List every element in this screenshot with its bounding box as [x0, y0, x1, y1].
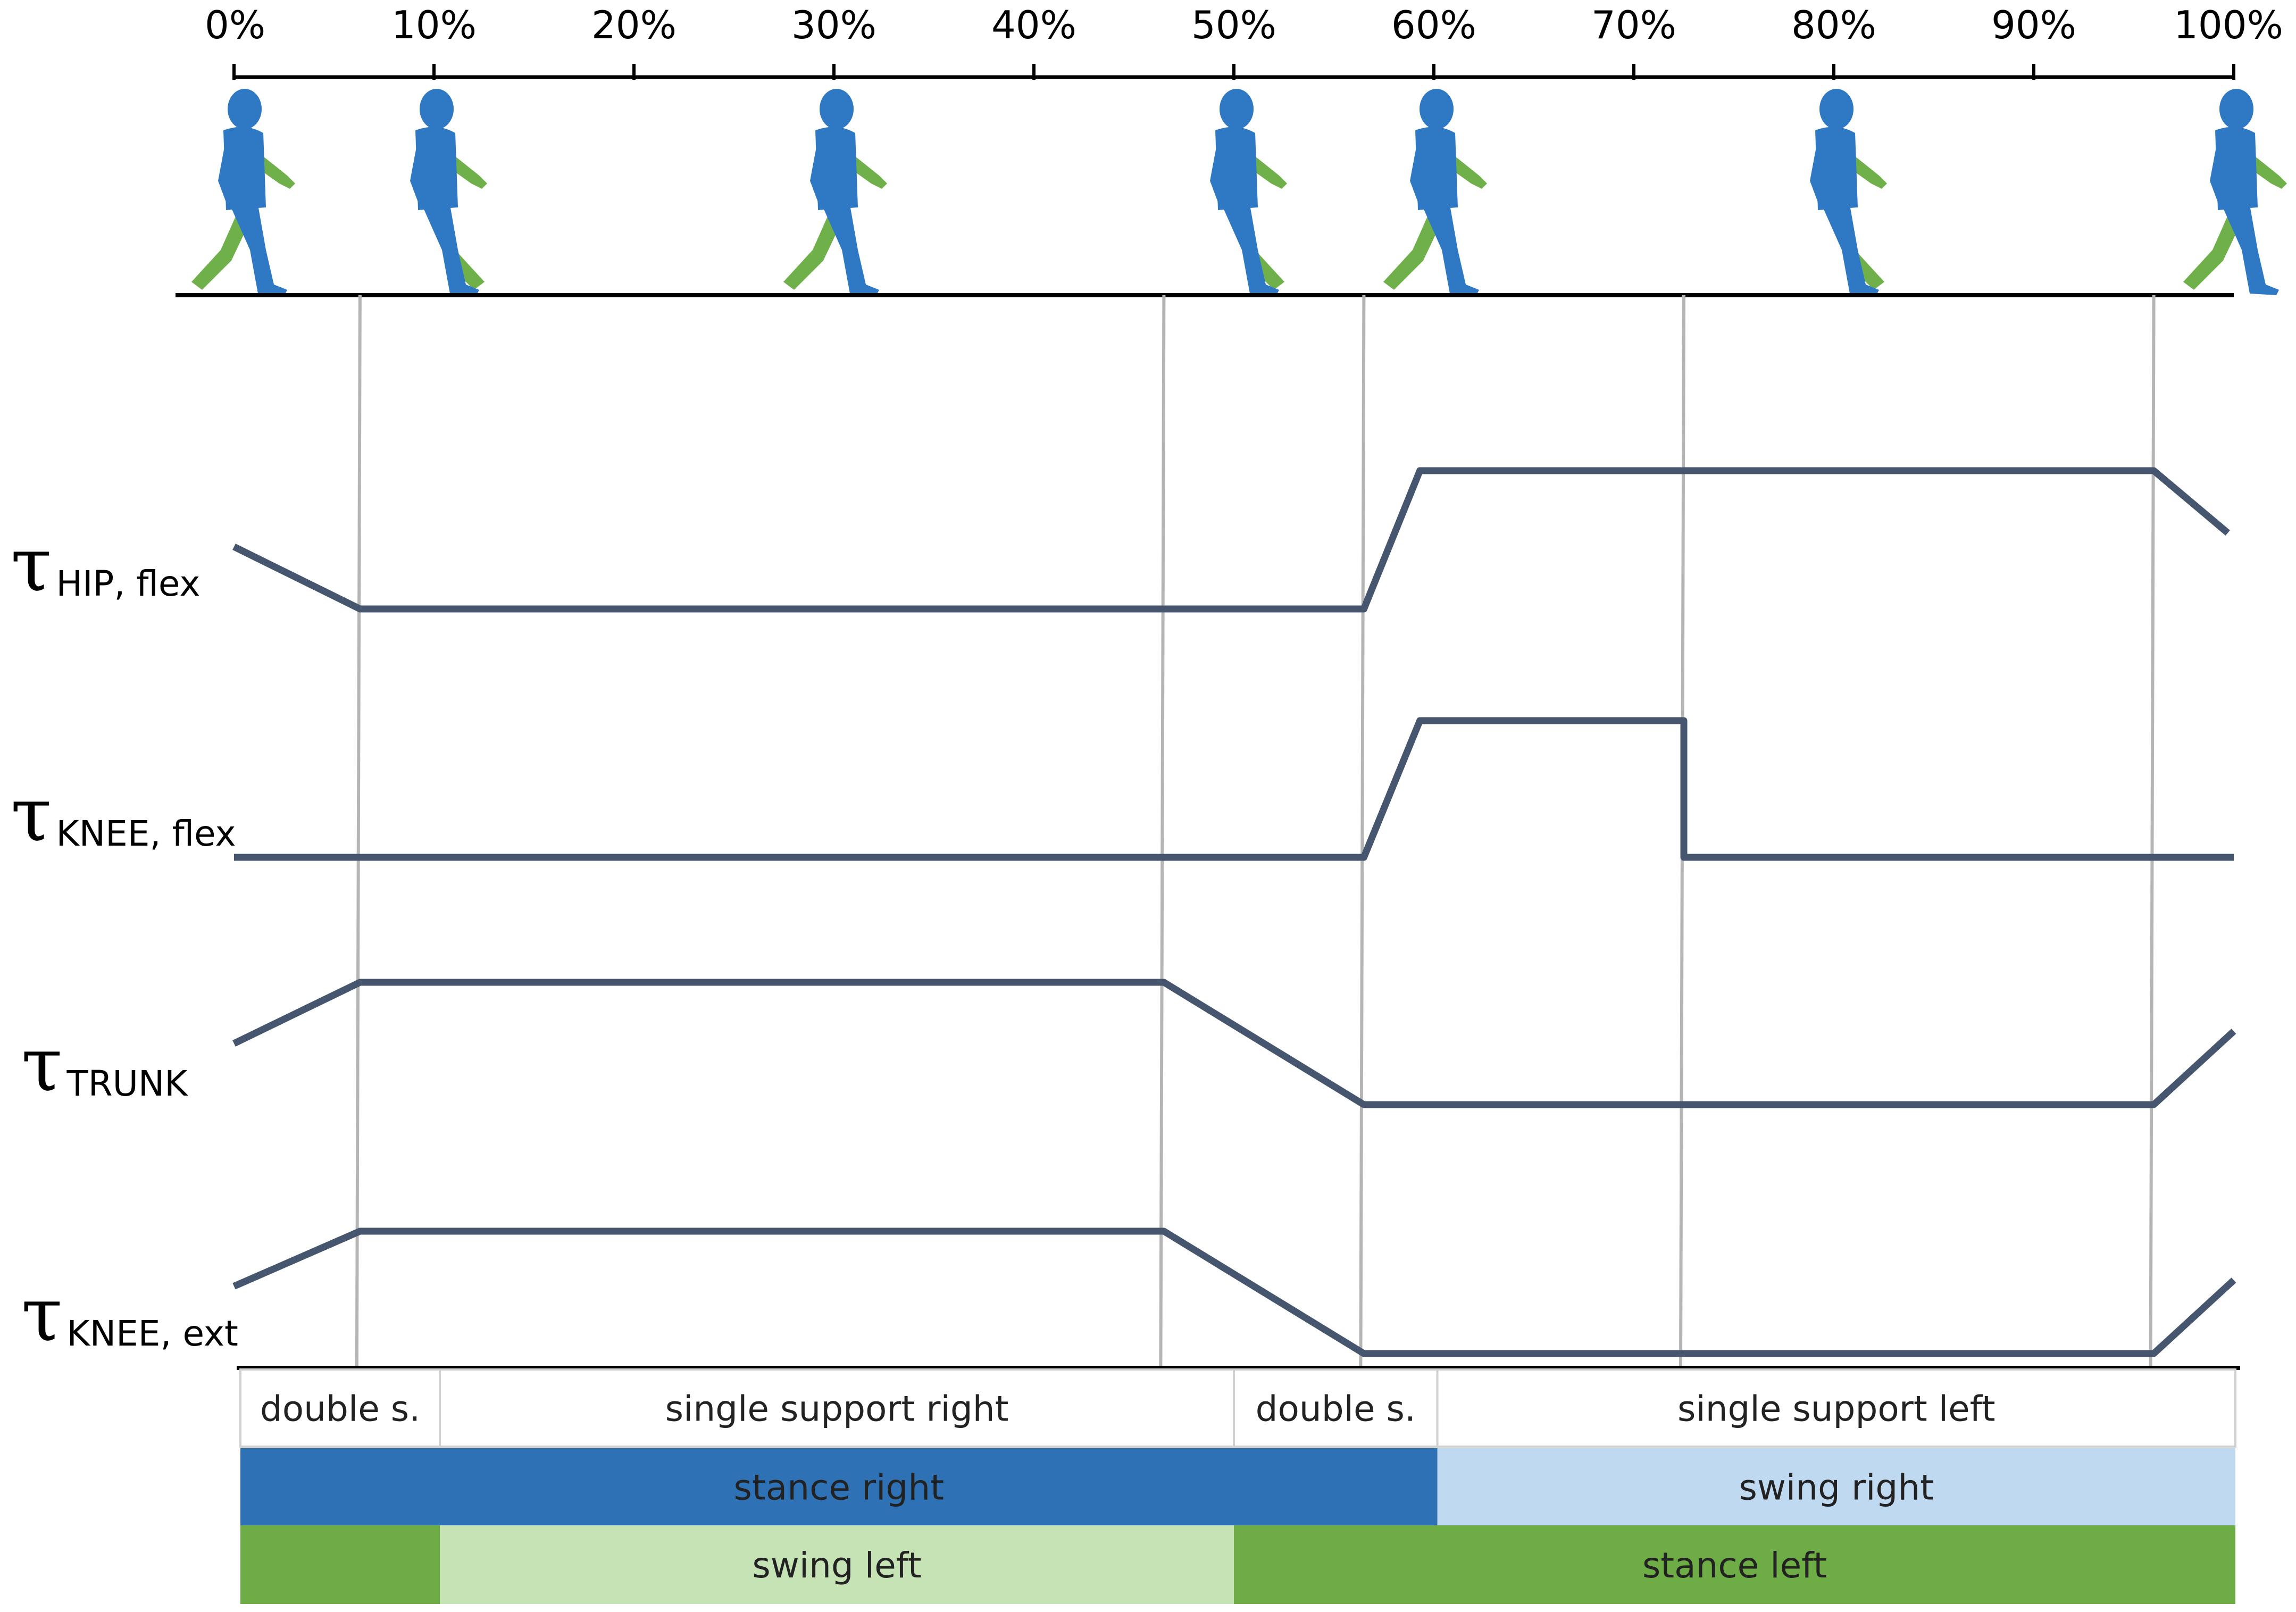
walker-front-leg: [1221, 202, 1279, 295]
walker-head: [420, 89, 454, 129]
walker-front-leg: [421, 202, 479, 295]
tau-symbol: τ: [21, 1022, 62, 1108]
axis-tick-label: 50%: [1191, 3, 1276, 47]
guide-line: [1359, 295, 1366, 1368]
guide-line: [1159, 295, 1166, 1368]
signal-knee-flex: [234, 717, 2234, 861]
axis-tick-label: 100%: [2174, 3, 2283, 47]
phase-label: stance left: [1642, 1545, 1827, 1586]
signal-hip-flex: [232, 467, 2230, 613]
axis-tick-label: 90%: [1991, 3, 2076, 47]
torque-subscript: TRUNK: [66, 1063, 188, 1104]
axis-tick-label: 30%: [791, 3, 876, 47]
signal-knee-ext: [232, 1227, 2236, 1357]
walker-front-leg: [1821, 202, 1879, 295]
phase-segment: [240, 1448, 1438, 1525]
phase-segment: [440, 1525, 1234, 1604]
percent-axis: 0% 10% 20% 30% 40% 50% 60% 70% 80% 90% 100%: [205, 3, 2283, 80]
phase-guide-lines: [355, 295, 2156, 1368]
axis-tick-label: 80%: [1791, 3, 1876, 47]
walker-front-leg: [229, 202, 287, 295]
left-leg-phase-row: swing left stance left: [240, 1525, 2235, 1604]
axis-tick-label: 20%: [591, 3, 677, 47]
phase-segment: [1232, 1368, 1439, 1448]
phase-label: swing right: [1739, 1467, 1934, 1508]
phase-label: single support left: [1677, 1389, 1996, 1430]
phase-label: double s.: [260, 1389, 420, 1430]
phase-segment: [1233, 1525, 2235, 1604]
right-leg-phase-row: stance right swing right: [240, 1448, 2235, 1525]
walker-head: [2219, 89, 2253, 129]
walker-front-arm: [1410, 138, 1429, 202]
phase-label: single support right: [665, 1389, 1009, 1430]
walker-front-arm: [218, 138, 237, 202]
tau-symbol: τ: [21, 1272, 62, 1358]
walker-figure: [410, 89, 487, 295]
torque-subscript: KNEE, ext: [66, 1313, 238, 1354]
walker-figure: [191, 89, 295, 295]
phase-label: swing left: [752, 1545, 921, 1586]
axis-tick-labels: 0% 10% 20% 30% 40% 50% 60% 70% 80% 90% 100%: [205, 3, 2283, 47]
axis-tick-label: 60%: [1391, 3, 1476, 47]
phase-segment: [439, 1368, 1235, 1448]
torque-labels: τ HIP, flex τ KNEE, flex τ TRUNK τ KNEE, ext: [11, 522, 238, 1358]
axis-tick-label: 10%: [391, 3, 477, 47]
phase-segment: [240, 1525, 440, 1604]
axis-tick-label: 70%: [1591, 3, 1676, 47]
torque-label-knee-ext: τ KNEE, ext: [21, 1272, 238, 1358]
guide-line: [355, 295, 362, 1368]
walker-head: [1220, 89, 1254, 129]
walker-figures: [191, 89, 2287, 295]
phase-label: stance right: [734, 1467, 944, 1508]
phase-segment: [239, 1368, 441, 1448]
walker-front-leg: [1421, 202, 1479, 295]
walker-head: [820, 89, 854, 129]
phase-label: double s.: [1256, 1389, 1416, 1430]
walker-figure: [1210, 89, 1287, 295]
walker-head: [228, 89, 262, 129]
walker-front-leg: [2220, 202, 2279, 295]
walker-figure: [2183, 89, 2287, 295]
walker-head: [1420, 89, 1454, 129]
walker-front-arm: [1210, 138, 1229, 202]
torque-label-trunk: τ TRUNK: [21, 1022, 188, 1108]
torque-label-knee-flex: τ KNEE, flex: [11, 772, 236, 858]
walker-front-arm: [1810, 138, 1829, 202]
walker-figure: [1383, 89, 1487, 295]
axis-tick-label: 40%: [991, 3, 1076, 47]
walker-front-arm: [2210, 138, 2228, 202]
walker-figure: [1810, 89, 1887, 295]
walker-front-arm: [810, 138, 829, 202]
phase-segment: [1436, 1368, 2237, 1448]
torque-signals: [232, 467, 2236, 1357]
torque-subscript: HIP, flex: [56, 563, 200, 604]
tau-symbol: τ: [11, 772, 52, 858]
support-phase-row: double s. single support right double s. si…: [239, 1368, 2237, 1448]
walker-front-arm: [410, 138, 429, 202]
tau-symbol: τ: [11, 522, 52, 608]
axis-tick-label: 0%: [205, 3, 265, 47]
phase-segment: [1437, 1448, 2235, 1525]
guide-line: [2149, 295, 2156, 1368]
signal-trunk: [232, 979, 2236, 1108]
torque-label-hip-flex: τ HIP, flex: [11, 522, 200, 608]
axis-tick-marks: [232, 64, 2235, 80]
walker-head: [1819, 89, 1854, 129]
torque-subscript: KNEE, flex: [56, 813, 236, 854]
walker-front-leg: [821, 202, 879, 295]
walker-figure: [783, 89, 887, 295]
